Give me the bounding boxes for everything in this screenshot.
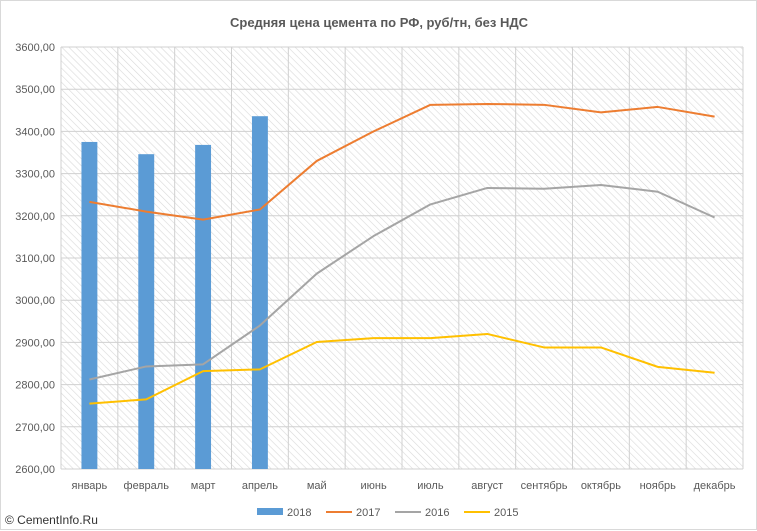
legend-swatch-2018 bbox=[257, 508, 283, 515]
y-tick-label: 2900,00 bbox=[15, 337, 55, 349]
legend-label-2016: 2016 bbox=[425, 507, 449, 519]
x-tick-label: август bbox=[471, 480, 503, 492]
legend: 2018 2017 2016 2015 bbox=[257, 507, 518, 519]
legend-label-2015: 2015 bbox=[494, 507, 518, 519]
y-tick-label: 3300,00 bbox=[15, 169, 55, 181]
x-tick-label: апрель bbox=[242, 480, 278, 492]
line-series bbox=[89, 102, 715, 405]
x-tick-label: июль bbox=[417, 480, 444, 492]
y-tick-label: 3200,00 bbox=[15, 211, 55, 223]
y-tick-label: 3400,00 bbox=[15, 126, 55, 138]
line-series-2016 bbox=[89, 183, 715, 381]
legend-label-2017: 2017 bbox=[356, 507, 380, 519]
y-axis: 2600,00 2700,00 2800,00 2900,00 3000,00 3100,… bbox=[15, 42, 55, 476]
x-tick-label: июнь bbox=[360, 480, 386, 492]
bar-2018 bbox=[195, 144, 212, 470]
legend-label-2018: 2018 bbox=[287, 507, 311, 519]
bar-series bbox=[81, 116, 268, 470]
line-series-2017 bbox=[89, 102, 715, 221]
line-series-2015 bbox=[89, 332, 715, 405]
x-tick-label: декабрь bbox=[694, 480, 736, 492]
x-tick-label: май bbox=[307, 480, 327, 492]
x-tick-label: ноябрь bbox=[640, 480, 677, 492]
y-tick-label: 2700,00 bbox=[15, 422, 55, 434]
x-tick-label: январь bbox=[72, 480, 108, 492]
x-axis: январь февраль март апрель май июнь июль август… bbox=[72, 480, 736, 492]
bar-2018 bbox=[251, 116, 268, 469]
bar-2018 bbox=[81, 141, 98, 469]
y-tick-label: 3600,00 bbox=[15, 42, 55, 54]
x-tick-label: март bbox=[191, 480, 216, 492]
y-tick-label: 2800,00 bbox=[15, 380, 55, 392]
x-tick-label: сентябрь bbox=[521, 480, 568, 492]
x-tick-label: октябрь bbox=[581, 480, 621, 492]
y-tick-label: 3100,00 bbox=[15, 253, 55, 265]
y-tick-label: 3000,00 bbox=[15, 295, 55, 307]
x-tick-label: февраль bbox=[124, 480, 170, 492]
y-tick-label: 2600,00 bbox=[15, 464, 55, 476]
chart-title: Средняя цена цемента по РФ, руб/тн, без … bbox=[230, 15, 529, 30]
y-tick-label: 3500,00 bbox=[15, 84, 55, 96]
watermark-text: © CementInfo.Ru bbox=[5, 513, 98, 527]
bar-2018 bbox=[138, 154, 155, 470]
